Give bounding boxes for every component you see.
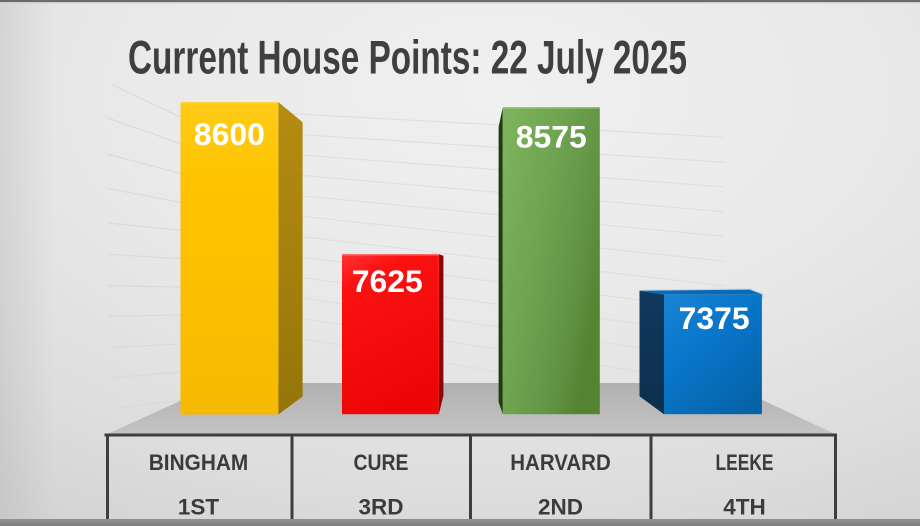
svg-text:Current House Points: 22 July: Current House Points: 22 July 2025 <box>128 31 687 84</box>
svg-text:8600: 8600 <box>194 116 265 152</box>
svg-text:HARVARD: HARVARD <box>510 450 611 475</box>
svg-text:7375: 7375 <box>679 300 750 336</box>
svg-text:2ND: 2ND <box>538 495 583 520</box>
svg-text:3RD: 3RD <box>358 495 403 520</box>
svg-text:7625: 7625 <box>352 263 423 299</box>
svg-text:1ST: 1ST <box>178 495 220 520</box>
svg-text:LEEKE: LEEKE <box>716 450 774 475</box>
svg-text:8575: 8575 <box>516 119 587 155</box>
svg-text:BINGHAM: BINGHAM <box>149 450 249 475</box>
svg-text:CURE: CURE <box>354 450 409 475</box>
svg-text:4TH: 4TH <box>723 495 766 520</box>
